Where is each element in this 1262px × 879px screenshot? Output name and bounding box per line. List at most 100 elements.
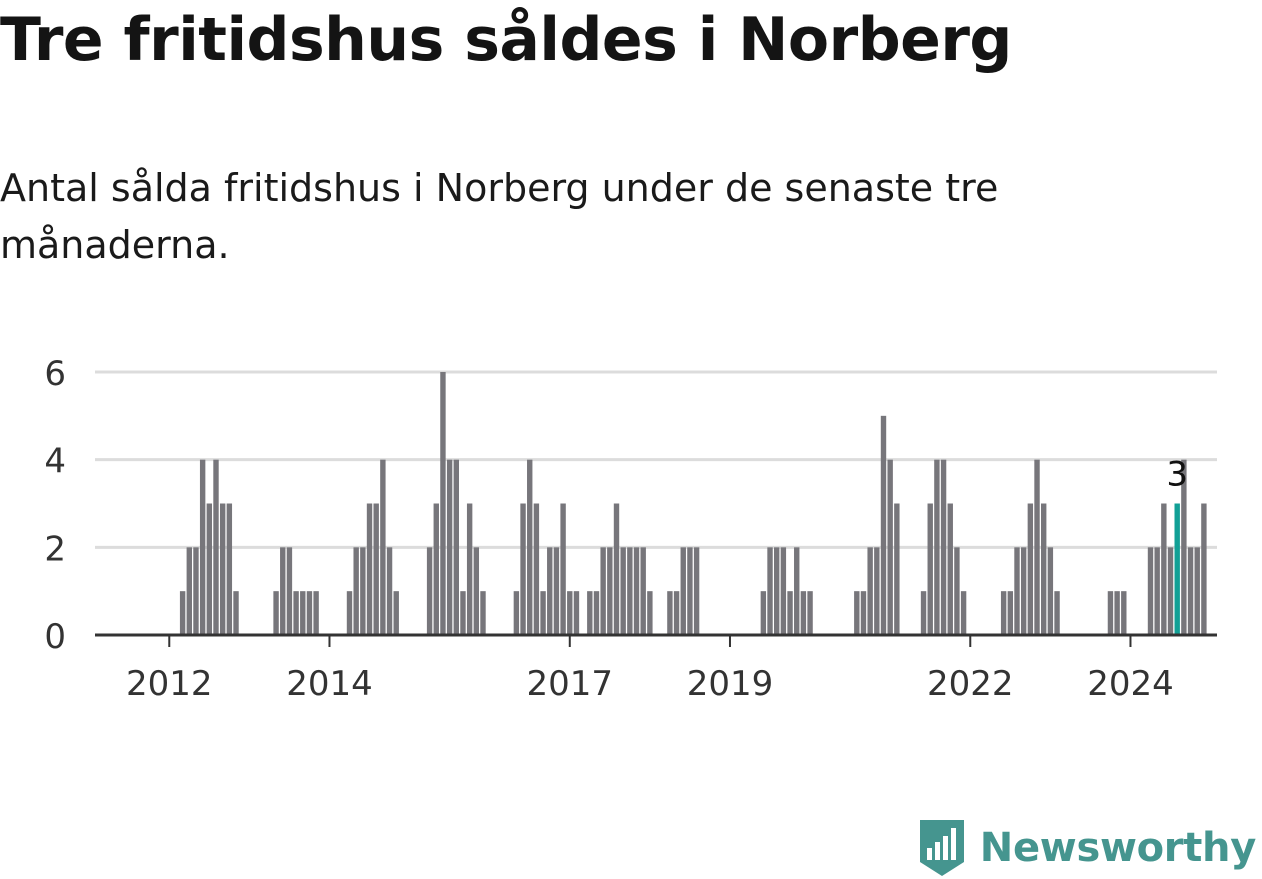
x-tick-label: 2019 [687,664,774,704]
annotations: 3 [1166,455,1188,495]
bar [1167,547,1174,635]
bar [226,503,233,635]
bar [186,547,192,635]
y-tick-label: 4 [44,442,66,482]
highlight-value-label: 3 [1166,455,1188,495]
bar [346,591,353,635]
bar [627,547,633,635]
bar [774,547,780,635]
bar [640,547,646,635]
bar [767,547,773,635]
bar [947,503,953,635]
bar [213,459,219,635]
bar [540,591,546,635]
x-tick-label: 2024 [1087,664,1174,704]
bar [306,591,313,635]
bar [313,591,319,635]
bar [393,591,399,635]
bar [787,591,793,635]
y-axis-labels: 0 2 4 6 [44,354,66,657]
y-tick-label: 0 [44,617,66,657]
bar [473,547,480,635]
bar [527,459,533,635]
bar [934,459,940,635]
bars [179,372,1207,635]
bar [1147,547,1154,635]
bar [386,547,393,635]
bar [954,547,960,635]
bar [1107,591,1114,635]
bar [440,372,446,635]
bar [860,591,867,635]
bar [800,591,807,635]
bar [1181,459,1187,635]
bar [1041,503,1047,635]
x-tick-label: 2017 [527,664,614,704]
bar [760,591,767,635]
bar [573,591,580,635]
brand-logo: Newsworthy [916,818,1256,878]
bar [1047,547,1054,635]
bar [206,503,213,635]
bar [1000,591,1007,635]
bar [360,547,366,635]
bar [233,591,239,635]
bar [794,547,800,635]
bar [273,591,279,635]
bar [193,547,199,635]
bar [293,591,299,635]
bar [1007,591,1014,635]
bar [680,547,686,635]
bar [920,591,927,635]
bar [1054,591,1060,635]
bar [1114,591,1120,635]
bar [353,547,359,635]
y-tick-label: 6 [44,354,66,394]
bar [199,459,206,635]
bar [1201,503,1207,635]
bar-chart: 0 2 4 6 2012 2014 2017 2019 2022 2024 3 [44,354,1217,704]
bar [553,547,560,635]
bar [647,591,653,635]
bar [380,459,386,635]
bar [1161,503,1167,635]
bar [894,503,900,635]
bar [373,503,379,635]
gridlines [95,370,1217,549]
bar [673,591,680,635]
bar [874,547,880,635]
bar [547,547,553,635]
bar [667,591,673,635]
bar [620,547,626,635]
bar [286,547,293,635]
bar [1121,591,1127,635]
bar [560,503,566,635]
bar [960,591,967,635]
bar [607,547,613,635]
bar [280,547,286,635]
bar [687,547,693,635]
bar [780,547,787,635]
bar [460,591,466,635]
bar [567,591,573,635]
bar [219,503,226,635]
bar [513,591,520,635]
bar [1154,547,1160,635]
newsworthy-logo-icon [919,820,964,876]
bar [1027,503,1034,635]
bar [366,503,373,635]
bar [854,591,860,635]
bar [867,547,873,635]
bar [887,459,893,635]
bar [693,547,700,635]
bar [446,459,453,635]
bar [1034,459,1040,635]
brand-name: Newsworthy [979,825,1257,871]
y-tick-label: 2 [44,529,66,569]
page-title: Tre fritidshus såldes i Norberg [0,5,1012,75]
bar [1194,547,1200,635]
bar [613,503,620,635]
bar [466,503,473,635]
x-tick-label: 2012 [126,664,213,704]
bar [433,503,439,635]
